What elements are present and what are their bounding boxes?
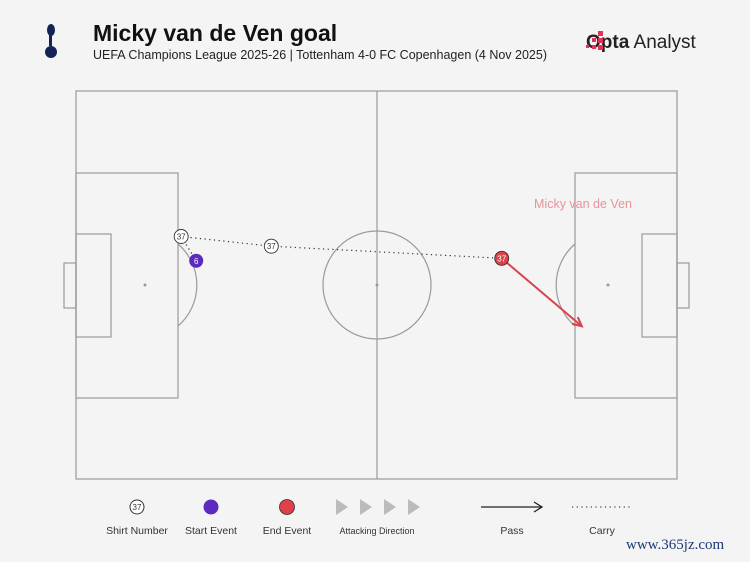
start-event-marker (189, 253, 204, 268)
page-subtitle: UEFA Champions League 2025-26 | Tottenha… (93, 48, 547, 62)
tottenham-crest-icon (45, 24, 57, 58)
right-six-yard-box (641, 233, 678, 338)
right-penalty-arc (555, 243, 576, 327)
legend-end-icon (279, 499, 295, 515)
carry-line (181, 235, 272, 247)
right-penalty-spot (606, 283, 610, 287)
left-penalty-spot (143, 283, 147, 287)
pitch-lines (63, 90, 690, 480)
center-spot (375, 283, 379, 287)
attacking-direction-icon (336, 499, 420, 515)
legend-pass-arrowhead (533, 501, 544, 513)
left-goal (63, 262, 77, 309)
shirt-event-marker (173, 229, 189, 244)
opta-logo-icon (586, 31, 603, 50)
legend-direction-label: Attacking Direction (339, 526, 415, 536)
legend-end-label: End Event (262, 525, 312, 537)
legend-shirt-number: 37 (133, 503, 142, 512)
carry-line (271, 245, 502, 259)
pass-arrowhead (571, 316, 584, 328)
legend-pass-label: Pass (500, 525, 524, 537)
legend-shirt-label: Shirt Number (106, 525, 168, 537)
opta-analyst-logo: Opta Analyst (586, 32, 696, 53)
left-six-yard-box (75, 233, 112, 338)
left-penalty-arc (177, 243, 198, 327)
shirt-number-label: 37 (267, 242, 276, 251)
shirt-number-label: 37 (497, 254, 506, 263)
player-label: Micky van de Ven (534, 197, 632, 211)
left-penalty-box (75, 172, 179, 399)
shirt-number-label: 6 (194, 257, 199, 266)
legend-shirt-icon (129, 499, 145, 515)
watermark: www.365jz.com (626, 537, 725, 553)
pass-arrow (501, 257, 583, 327)
end-event-marker (494, 250, 510, 266)
legend-start-label: Start Event (185, 525, 237, 537)
shirt-event-marker (263, 238, 279, 254)
center-circle (322, 230, 432, 340)
shirt-number-label: 37 (177, 233, 186, 242)
right-goal (676, 262, 690, 309)
page-title: Micky van de Ven goal (93, 20, 338, 46)
legend-start-icon (203, 499, 219, 515)
legend-carry-label: Carry (589, 525, 615, 537)
legend: 37 (129, 499, 630, 515)
